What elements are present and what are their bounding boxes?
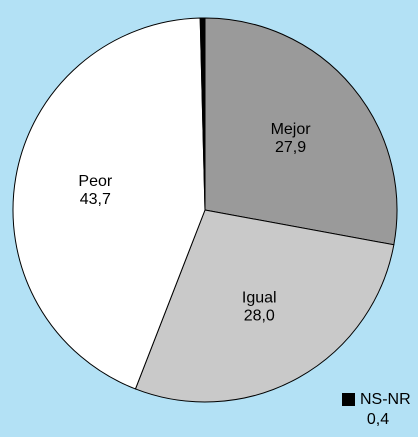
value-label: 28,0	[244, 307, 275, 324]
pie-slice	[199, 17, 206, 211]
value-label: 27,9	[275, 139, 306, 156]
value-label: 0,4	[367, 411, 389, 428]
legend-swatch	[342, 393, 355, 406]
pie-slice	[134, 209, 395, 403]
pie-slice	[204, 17, 398, 246]
value-label: 43,7	[80, 191, 111, 208]
pie-slice	[12, 17, 206, 390]
slice-label: Mejor	[271, 121, 312, 138]
slice-label: NS-NR	[360, 391, 411, 408]
slice-label: Peor	[78, 173, 112, 190]
slice-label: Igual	[242, 289, 277, 306]
